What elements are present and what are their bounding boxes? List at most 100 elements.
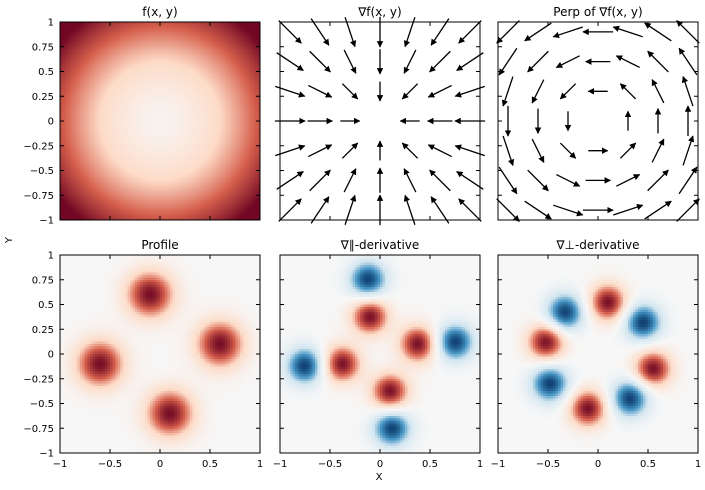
grad-arrow — [310, 196, 330, 224]
grad-arrow — [456, 170, 484, 190]
x-tick-label: 0 — [377, 459, 383, 470]
y-tick-label: −1 — [39, 449, 54, 460]
grad-arrow — [430, 196, 450, 224]
grad-arrow — [403, 49, 417, 74]
panel-title-grad: ∇f(x, y) — [357, 5, 401, 19]
y-tick-label: 0.5 — [38, 300, 54, 311]
perp-arrow — [556, 173, 581, 187]
y-tick-label: −1 — [39, 216, 54, 227]
grad-arrow — [276, 170, 304, 190]
x-tick-label: −1 — [53, 459, 68, 470]
panel-title-f: f(x, y) — [142, 5, 177, 19]
heatmap-dpar — [280, 255, 480, 453]
y-tick-label: 0.25 — [32, 92, 54, 103]
y-tick-label: 0.75 — [32, 275, 54, 286]
perp-arrow — [644, 200, 672, 220]
perp-arrow — [678, 166, 698, 195]
y-tick-label: 0 — [48, 117, 54, 128]
perp-arrow — [616, 173, 641, 187]
perp-arrow — [502, 135, 515, 167]
perp-arrow — [496, 198, 520, 222]
x-tick-label: 0.5 — [202, 459, 218, 470]
grad-arrow — [401, 142, 419, 159]
grad-arrow — [429, 169, 451, 192]
grad-arrow — [278, 198, 302, 222]
grad-arrow — [429, 50, 451, 73]
perp-arrow — [676, 198, 700, 222]
grad-arrow — [309, 50, 331, 73]
grad-arrow — [308, 84, 333, 98]
grad-arrow — [456, 52, 484, 72]
perp-arrow — [678, 47, 698, 76]
axes-frame-perp — [497, 21, 699, 221]
grad-arrow — [276, 52, 304, 72]
perp-arrow — [681, 75, 694, 107]
y-tick-label: −0.75 — [23, 191, 54, 202]
x-tick-label: −0.5 — [98, 459, 122, 470]
x-tick-label: 0.5 — [640, 459, 656, 470]
x-tick-label: 1 — [257, 459, 263, 470]
grad-arrow — [278, 20, 302, 44]
perp-arrow — [651, 79, 665, 104]
perp-arrow — [559, 142, 577, 159]
perp-arrow — [682, 135, 695, 166]
y-tick-label: −0.25 — [23, 141, 54, 152]
x-tick-label: 0 — [157, 459, 163, 470]
grad-arrow — [430, 18, 450, 46]
x-tick-label: 1 — [477, 459, 483, 470]
panel-title-perp: Perp of ∇f(x, y) — [553, 5, 642, 19]
grad-arrow — [458, 20, 482, 44]
panel-title-dpar: ∇∥-derivative — [340, 238, 420, 252]
perp-arrow — [612, 25, 643, 38]
heatmap-f — [60, 22, 260, 220]
perp-arrow — [615, 55, 640, 69]
panel-title-dperp: ∇⊥-derivative — [555, 238, 639, 252]
grad-arrow — [401, 83, 419, 100]
heatmap-dperp — [498, 255, 698, 453]
perp-arrow — [498, 47, 518, 76]
grad-arrow — [310, 18, 330, 46]
y-tick-label: 1 — [48, 251, 54, 262]
y-tick-label: −0.25 — [23, 374, 54, 385]
perp-arrow — [647, 169, 669, 192]
perp-arrow — [498, 166, 518, 195]
perp-arrow — [647, 50, 669, 73]
grad-arrow — [427, 84, 452, 98]
perp-arrow — [524, 200, 552, 220]
perp-arrow — [531, 79, 545, 104]
perp-arrow — [619, 142, 637, 159]
x-tick-label: 0.5 — [422, 459, 438, 470]
perp-arrow — [501, 76, 514, 107]
x-tick-label: −0.5 — [536, 459, 560, 470]
grad-arrow — [341, 83, 359, 100]
perp-arrow — [676, 20, 700, 44]
x-axis-label: X — [376, 472, 383, 483]
grad-arrow — [308, 144, 333, 158]
perp-arrow — [613, 203, 644, 216]
perp-arrow — [496, 20, 520, 44]
grad-arrow — [343, 168, 357, 193]
perp-arrow — [555, 55, 580, 69]
x-tick-label: 1 — [695, 459, 701, 470]
perp-arrow — [527, 169, 549, 192]
grad-arrow — [343, 49, 357, 74]
grad-arrow — [309, 169, 331, 192]
y-tick-label: 0.25 — [32, 325, 54, 336]
y-axis-label: Y — [4, 236, 15, 244]
panel-title-profile: Profile — [141, 238, 178, 252]
perp-arrow — [552, 26, 583, 39]
x-tick-label: −1 — [491, 459, 506, 470]
y-tick-label: 1 — [48, 18, 54, 29]
perp-arrow — [559, 83, 577, 100]
x-tick-label: 0 — [595, 459, 601, 470]
y-tick-label: 0.75 — [32, 42, 54, 53]
perp-arrow — [524, 22, 552, 42]
grad-arrow — [458, 198, 482, 222]
perp-arrow — [651, 138, 665, 163]
y-tick-label: −0.75 — [23, 424, 54, 435]
perp-arrow — [527, 50, 549, 73]
perp-arrow — [531, 138, 545, 163]
x-tick-label: −1 — [273, 459, 288, 470]
grad-arrow — [341, 142, 359, 159]
